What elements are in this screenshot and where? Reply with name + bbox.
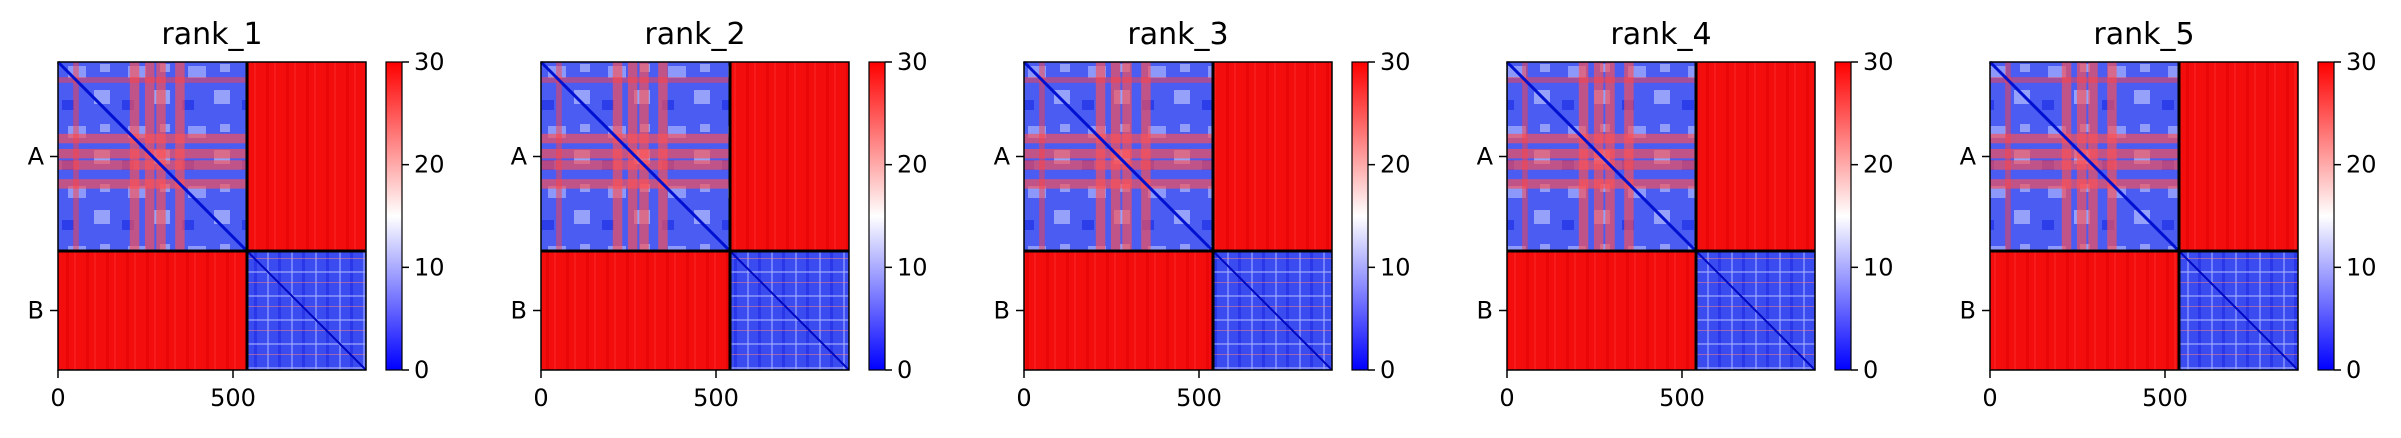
x-tick-label: 0 (1499, 384, 1514, 412)
y-tick-label: B (511, 297, 527, 325)
heatmap-block-b-a (1990, 251, 2179, 370)
y-tick-label: A (994, 143, 1011, 171)
panel-5: rank_5 A B 0 500 0 10 20 30 (1960, 17, 2377, 412)
heatmap-frame (1506, 61, 1816, 371)
colorbar-tick-label: 10 (414, 253, 445, 281)
heatmap-block-a-a (539, 60, 732, 253)
colorbar-tick-label: 0 (1380, 356, 1395, 384)
panel-title: rank_4 (1610, 17, 1711, 52)
colorbar-tick-label: 20 (1380, 151, 1411, 179)
colorbar-tick-label: 10 (2346, 253, 2377, 281)
colorbar-tick-label: 10 (897, 253, 928, 281)
panel-1: rank_1 A B 0 500 0 10 20 30 (28, 17, 445, 412)
panel-title: rank_2 (644, 17, 745, 52)
x-tick-label: 500 (210, 384, 256, 412)
y-tick-label: B (1477, 297, 1493, 325)
colorbar-tick-label: 10 (1380, 253, 1411, 281)
colorbar-tick-label: 30 (414, 48, 445, 76)
heatmap-block-a-b (730, 62, 849, 251)
y-tick-label: B (1960, 297, 1976, 325)
heatmap-frame (1989, 61, 2299, 371)
colorbar (868, 61, 886, 371)
y-tick-label: A (511, 143, 528, 171)
heatmap-block-b-b (2178, 250, 2299, 371)
heatmap-block-a-a (1988, 60, 2181, 253)
x-tick-label: 500 (693, 384, 739, 412)
colorbar-tick-label: 0 (897, 356, 912, 384)
colorbar (385, 61, 403, 371)
heatmap-block-a-b (1696, 62, 1815, 251)
heatmap-block-b-b (1695, 250, 1816, 371)
panel-title: rank_3 (1127, 17, 1228, 52)
x-tick-label: 500 (1176, 384, 1222, 412)
colorbar-tick-label: 0 (414, 356, 429, 384)
heatmap-frame (1023, 61, 1333, 371)
x-tick-label: 0 (50, 384, 65, 412)
x-tick-label: 500 (1659, 384, 1705, 412)
panel-2: rank_2 A B 0 500 0 10 20 30 (511, 17, 928, 412)
colorbar-tick-label: 30 (2346, 48, 2377, 76)
x-tick-label: 0 (1016, 384, 1031, 412)
heatmap-frame (540, 61, 850, 371)
panel-title: rank_1 (161, 17, 262, 52)
colorbar-tick-label: 0 (1863, 356, 1878, 384)
heatmap-block-a-b (1213, 62, 1332, 251)
heatmap-block-b-b (246, 250, 367, 371)
heatmap-block-a-b (2179, 62, 2298, 251)
colorbar-tick-label: 20 (414, 151, 445, 179)
colorbar (1834, 61, 1852, 371)
heatmap-block-b-a (1024, 251, 1213, 370)
heatmap-block-a-a (1022, 60, 1215, 253)
x-tick-label: 500 (2142, 384, 2188, 412)
colorbar (1351, 61, 1369, 371)
heatmap-block-a-a (1505, 60, 1698, 253)
heatmap-block-b-a (58, 251, 247, 370)
colorbar-tick-label: 30 (1380, 48, 1411, 76)
x-tick-label: 0 (1982, 384, 1997, 412)
colorbar-tick-label: 10 (1863, 253, 1894, 281)
x-tick-label: 0 (533, 384, 548, 412)
panel-4: rank_4 A B 0 500 0 10 20 30 (1477, 17, 1894, 412)
colorbar-tick-label: 20 (2346, 151, 2377, 179)
heatmap-block-a-b (247, 62, 366, 251)
colorbar-tick-label: 30 (1863, 48, 1894, 76)
y-tick-label: B (994, 297, 1010, 325)
heatmap-block-a-a (56, 60, 249, 253)
y-tick-label: A (1960, 143, 1977, 171)
y-tick-label: B (28, 297, 44, 325)
panel-title: rank_5 (2093, 17, 2194, 52)
colorbar-tick-label: 20 (1863, 151, 1894, 179)
heatmap-block-b-a (541, 251, 730, 370)
heatmap-block-b-b (729, 250, 850, 371)
heatmap-block-b-a (1507, 251, 1696, 370)
colorbar-tick-label: 30 (897, 48, 928, 76)
heatmap-block-b-b (1212, 250, 1333, 371)
heatmap-frame (57, 61, 367, 371)
y-tick-label: A (28, 143, 45, 171)
y-tick-label: A (1477, 143, 1494, 171)
colorbar-tick-label: 0 (2346, 356, 2361, 384)
colorbar-tick-label: 20 (897, 151, 928, 179)
panel-3: rank_3 A B 0 500 0 10 20 30 (994, 17, 1411, 412)
colorbar (2317, 61, 2335, 371)
